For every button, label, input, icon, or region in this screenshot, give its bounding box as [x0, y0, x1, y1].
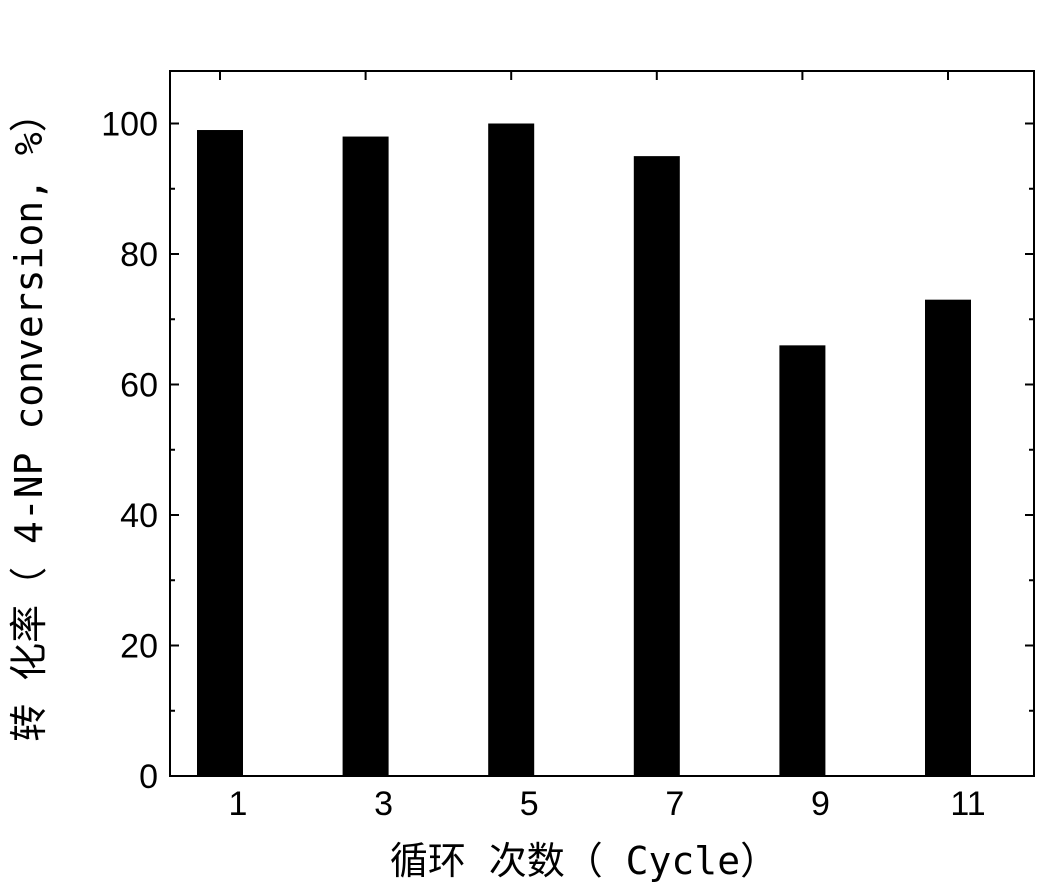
x-tick-label: 5: [520, 785, 539, 823]
bar-cycle-9: [779, 345, 826, 776]
bar-cycle-5: [488, 123, 535, 776]
x-axis-ticks: 1 3 5 7 9 11: [219, 71, 986, 823]
plot-frame: [169, 70, 1035, 777]
y-tick-label: 80: [120, 236, 158, 274]
x-tick-label: 3: [374, 785, 393, 823]
y-tick-label: 20: [120, 628, 158, 666]
bar-cycle-1: [197, 130, 243, 776]
x-tick-label: 9: [811, 785, 830, 823]
x-tick-label: 11: [950, 785, 985, 823]
bars: [197, 123, 971, 777]
bar-cycle-11: [925, 299, 971, 776]
y-tick-label: 60: [120, 367, 158, 405]
y-tick-label: 0: [139, 758, 158, 796]
y-tick-label: 40: [120, 497, 158, 535]
x-tick-label: 7: [665, 785, 684, 823]
bar-cycle-3: [342, 136, 389, 777]
x-axis-title: 循环 次数（ Cycle）: [390, 839, 778, 883]
y-axis-title: 转 化率（ 4-NP conversion, %）: [7, 94, 51, 742]
y-tick-label: 100: [101, 106, 158, 144]
y-axis-ticks: 0 20 40 60 80 100: [101, 106, 1034, 796]
x-tick-label: 1: [229, 785, 248, 823]
bar-cycle-7: [633, 156, 680, 776]
